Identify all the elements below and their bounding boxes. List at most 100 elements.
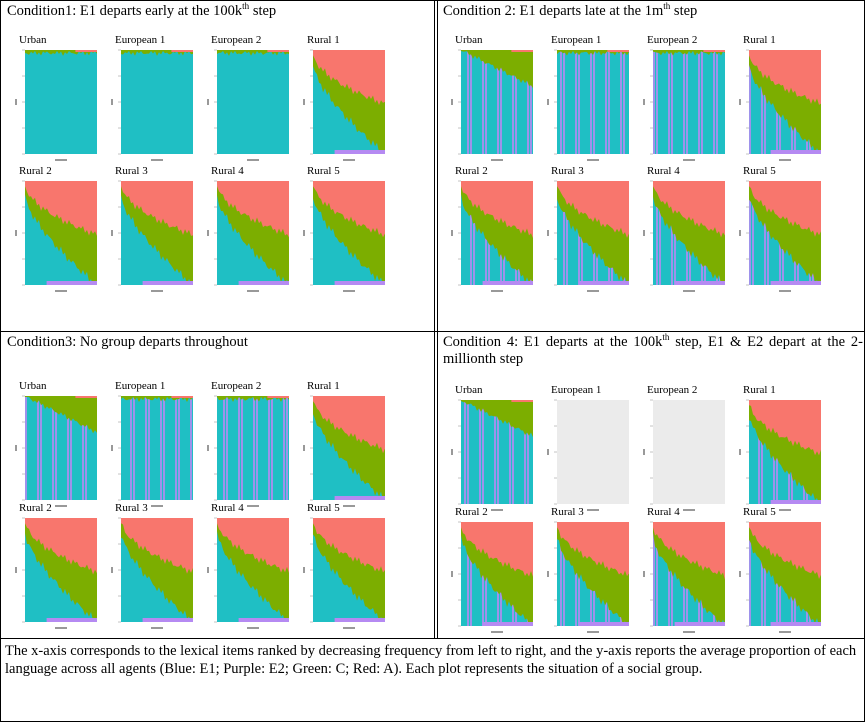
x-label-stub	[683, 159, 695, 161]
column-divider	[437, 1, 438, 638]
area-a	[171, 396, 193, 398]
area-a	[313, 396, 385, 454]
area-e2-stripe	[761, 50, 763, 154]
y-label-stub	[303, 445, 305, 451]
plot-title: Rural 5	[307, 502, 340, 514]
area-e2-stripe	[671, 181, 673, 285]
y-label-stub	[303, 99, 305, 105]
area-e2-stripe	[563, 50, 565, 154]
plot-panel: Rural 2	[13, 502, 105, 629]
area-e2-stripe	[566, 181, 568, 285]
y-label-stub	[643, 230, 645, 236]
plot-title: Rural 4	[211, 502, 244, 514]
plot-panel: European 2	[641, 384, 733, 511]
area-e2-stripe	[500, 50, 502, 154]
plot-background	[557, 400, 629, 504]
area-e2-stripe	[467, 400, 469, 504]
y-label-stub	[451, 230, 453, 236]
area-a	[313, 50, 385, 106]
plot-panel: European 1	[545, 34, 637, 161]
plot-panel: European 2	[641, 34, 733, 161]
area-e2-stripe	[497, 400, 499, 504]
x-label-stub	[587, 159, 599, 161]
x-label-stub	[247, 505, 259, 507]
area-e2-stripe	[470, 181, 472, 285]
condition-cell: Condition3: No group departs throughout U…	[3, 332, 433, 637]
area-e2-stripe	[560, 50, 562, 154]
plot-title: Urban	[455, 34, 483, 46]
area-e2-stripe	[497, 50, 499, 154]
area-e2-stripe	[70, 396, 72, 500]
area-e2-stripe	[67, 396, 69, 500]
area-e2-stripe	[467, 50, 469, 154]
plot-title: Rural 3	[551, 506, 584, 518]
y-label-stub	[303, 230, 305, 236]
area-e2-bottom	[578, 622, 629, 626]
area-e2-stripe	[37, 396, 39, 500]
plot	[451, 180, 533, 292]
x-label-stub	[247, 627, 259, 629]
caption-text: Condition 4: E1 departs at the 100k	[443, 334, 663, 350]
area-e2-stripe	[668, 522, 670, 626]
area-e2-stripe	[286, 396, 288, 500]
area-e2-stripe	[512, 50, 514, 154]
area-e2-stripe	[163, 396, 165, 500]
area-e1	[217, 50, 289, 154]
y-label-stub	[547, 99, 549, 105]
area-a	[653, 181, 725, 238]
y-label-stub	[111, 567, 113, 573]
caption-text: Condition 2: E1 departs late at the 1m	[443, 3, 664, 19]
y-label-stub	[303, 567, 305, 573]
y-label-stub	[643, 571, 645, 577]
caption-superscript: th	[242, 1, 250, 12]
area-a	[171, 50, 193, 52]
x-label-stub	[491, 509, 503, 511]
x-label-stub	[491, 159, 503, 161]
plot	[303, 180, 385, 292]
x-label-stub	[343, 505, 355, 507]
area-e2-stripe	[758, 400, 760, 504]
plot-panel: Rural 5	[737, 165, 829, 292]
plot	[451, 521, 533, 633]
area-e2-stripe	[473, 181, 475, 285]
y-label-stub	[111, 230, 113, 236]
area-a	[25, 181, 97, 237]
area-a	[313, 181, 385, 238]
x-label-stub	[683, 509, 695, 511]
area-e2-stripe	[482, 400, 484, 504]
plot-panel: Rural 5	[737, 506, 829, 633]
plot	[111, 180, 193, 292]
area-e2-stripe	[671, 50, 673, 154]
area-c	[461, 50, 533, 89]
area-e2-stripe	[671, 522, 673, 626]
area-a	[25, 518, 97, 575]
plot-panel: Rural 3	[545, 506, 637, 633]
area-e2-stripe	[575, 50, 577, 154]
y-label-stub	[547, 571, 549, 577]
area-e2-bottom	[334, 150, 385, 154]
area-e2-stripe	[605, 50, 607, 154]
plot-title: Rural 1	[743, 34, 776, 46]
x-label-stub	[55, 505, 67, 507]
area-a	[703, 50, 725, 52]
x-label-stub	[779, 159, 791, 161]
area-e2-stripe	[467, 522, 469, 626]
area-e2-bottom	[578, 281, 629, 285]
area-e2-stripe	[764, 181, 766, 285]
area-e2-stripe	[178, 396, 180, 500]
area-e2-bottom	[482, 281, 533, 285]
plot	[739, 49, 821, 161]
x-label-stub	[683, 290, 695, 292]
condition-cell: Condition1: E1 departs early at the 100k…	[3, 1, 433, 306]
x-label-stub	[151, 627, 163, 629]
plot-panel: Rural 5	[301, 165, 393, 292]
plot-panel: Rural 3	[109, 502, 201, 629]
x-label-stub	[779, 509, 791, 511]
area-e2-stripe	[494, 400, 496, 504]
area-e2-bottom	[46, 618, 97, 622]
area-e2-stripe	[590, 50, 592, 154]
plot-title: Urban	[455, 384, 483, 396]
plot	[111, 49, 193, 161]
area-e2-stripe	[764, 522, 766, 626]
